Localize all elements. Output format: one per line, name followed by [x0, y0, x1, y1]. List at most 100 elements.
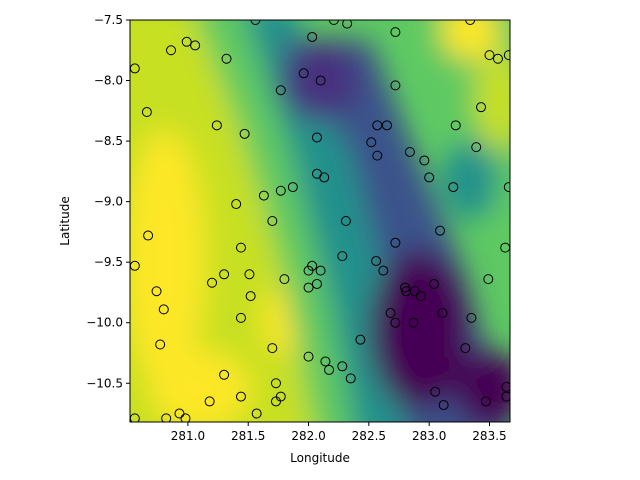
data-point: [251, 408, 262, 419]
y-axis-ticks: −7.5 −8.0 −8.5 −9.0 −9.5 −10.0 −10.5: [86, 13, 130, 390]
data-point: [235, 312, 246, 323]
data-point: [219, 269, 230, 280]
y-tick-label: −10.0: [86, 316, 123, 330]
data-point: [190, 40, 201, 51]
data-point: [415, 291, 426, 302]
data-point: [404, 146, 415, 157]
data-point: [174, 408, 185, 419]
data-point: [503, 182, 510, 193]
data-point: [484, 50, 495, 61]
data-point: [419, 155, 430, 166]
data-point: [466, 312, 477, 323]
data-point: [366, 137, 377, 148]
data-point: [450, 120, 461, 131]
x-tick-label: 283.0: [412, 429, 446, 443]
y-tick-label: −8.0: [94, 74, 123, 88]
data-point: [492, 53, 503, 64]
data-point: [501, 391, 510, 402]
data-point: [141, 107, 152, 118]
x-axis-ticks: 281.0 281.5 282.0 282.5 283.0 283.5: [171, 422, 507, 443]
scatter-markers: [130, 20, 510, 422]
x-tick-label: 282.5: [352, 429, 386, 443]
contour-low-southeast: [455, 350, 510, 422]
data-point: [143, 230, 154, 241]
data-point: [390, 317, 401, 328]
x-tick-label: 281.5: [231, 429, 265, 443]
contour-peak-southwest: [150, 350, 250, 422]
data-point: [378, 265, 389, 276]
data-point: [460, 343, 471, 354]
data-point: [207, 277, 218, 288]
data-point: [166, 45, 177, 56]
data-point: [267, 343, 278, 354]
data-point: [337, 251, 348, 262]
data-point: [275, 185, 286, 196]
data-point: [340, 216, 351, 226]
data-point: [311, 278, 322, 289]
data-point: [275, 85, 286, 96]
data-point: [390, 27, 401, 38]
contour-band-teal: [246, 20, 406, 422]
data-point: [151, 286, 162, 297]
data-point: [235, 242, 246, 253]
data-point: [231, 199, 242, 210]
data-point: [158, 304, 169, 315]
contour-peak-west: [130, 130, 205, 390]
data-point: [324, 364, 335, 375]
data-point: [390, 80, 401, 91]
data-point: [408, 317, 419, 328]
y-axis-label: Latitude: [58, 196, 72, 245]
data-point: [503, 50, 510, 61]
data-point: [315, 265, 326, 276]
x-tick-label: 281.0: [171, 429, 205, 443]
data-point: [287, 182, 298, 193]
x-tick-label: 283.5: [472, 429, 506, 443]
data-point: [221, 53, 232, 64]
x-tick-label: 282.0: [291, 429, 325, 443]
contour-band-green: [197, 20, 353, 422]
data-point: [270, 378, 281, 389]
data-point: [480, 396, 491, 407]
data-point: [279, 274, 290, 285]
data-point: [401, 286, 412, 297]
data-point: [501, 381, 510, 392]
data-point: [448, 182, 459, 193]
data-point: [437, 308, 448, 319]
contour-low-north: [280, 40, 360, 120]
data-point: [409, 286, 420, 297]
data-point: [235, 391, 246, 402]
data-point: [476, 102, 487, 113]
x-axis-label: Longitude: [290, 451, 350, 465]
data-point: [381, 120, 392, 131]
data-point: [385, 308, 396, 319]
data-point: [267, 216, 278, 226]
data-point: [465, 20, 476, 25]
y-tick-label: −7.5: [94, 13, 123, 27]
contour-peak-northeast: [440, 20, 500, 60]
contour-teal-east: [442, 140, 498, 220]
data-point: [303, 351, 314, 362]
data-point: [483, 274, 494, 285]
data-point: [471, 142, 482, 153]
data-point: [372, 150, 383, 161]
data-point: [390, 237, 401, 248]
data-point: [424, 172, 435, 183]
data-point: [258, 190, 269, 201]
data-point: [307, 31, 318, 42]
data-point: [270, 396, 281, 407]
plot-frame: [129, 19, 511, 423]
data-point: [180, 413, 191, 422]
data-point: [239, 128, 250, 139]
data-point: [161, 413, 172, 422]
data-point: [298, 68, 309, 79]
data-point: [345, 373, 356, 384]
data-point: [430, 386, 441, 397]
data-point: [307, 260, 318, 271]
plot-area: [129, 19, 511, 423]
data-point: [311, 132, 322, 143]
data-point: [328, 20, 339, 25]
data-point: [303, 282, 314, 293]
data-point: [250, 20, 261, 25]
data-point: [245, 291, 256, 302]
